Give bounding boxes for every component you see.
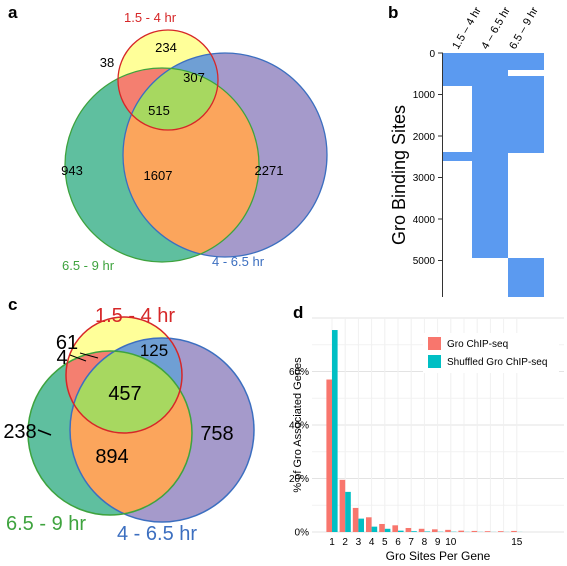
- bar-gro: [392, 525, 398, 532]
- venn-c-count-early-mid: 125: [140, 341, 168, 360]
- bar-x-ticks: 1 2 3 4 5 6 7 8 9 10 15: [329, 537, 523, 548]
- heatmap-block: [508, 86, 544, 153]
- venn-c-count-early-late: 4: [56, 347, 67, 369]
- x-tick-label: 1: [329, 537, 335, 548]
- x-tick-label: 7: [408, 537, 414, 548]
- bar-shuffled: [398, 530, 404, 532]
- y-tick-label: 40%: [289, 421, 309, 432]
- bar-gro: [326, 379, 332, 532]
- venn-a-count-mid-only: 2271: [255, 163, 284, 178]
- venn-a-count-early-late: 38: [100, 55, 114, 70]
- panel-b-letter: b: [388, 3, 398, 22]
- panel-d: d 0% 20% 40% 60% 1 2 3 4 5 6 7 8 9 10 15 % of Gro Ass…: [289, 303, 564, 563]
- venn-a-count-early-only: 234: [155, 40, 177, 55]
- heatmap-gap: [508, 70, 544, 76]
- venn-a-early-label: 1.5 - 4 hr: [124, 10, 177, 25]
- bar-gro: [458, 530, 464, 532]
- y-tick-label: 0%: [295, 528, 310, 539]
- venn-a-count-late-only: 943: [61, 163, 83, 178]
- heatmap-y-tick-3000: 3000: [413, 173, 436, 184]
- bar-shuffled: [384, 528, 391, 532]
- panel-d-letter: d: [293, 303, 303, 322]
- bar-x-axis-label: Gro Sites Per Gene: [386, 549, 491, 563]
- venn-c-count-early-only: 61: [56, 332, 78, 354]
- venn-c-count-late-mid: 894: [95, 446, 128, 468]
- bar-gro: [366, 517, 372, 532]
- bar-legend: Gro ChIP-seq Shuffled Gro ChIP-seq: [423, 333, 559, 373]
- heatmap-y-tick-0: 0: [429, 49, 435, 60]
- venn-c-count-late-only: 238: [3, 421, 36, 443]
- y-tick-label: 60%: [289, 367, 309, 378]
- legend-swatch-gro: [428, 337, 441, 350]
- heatmap-block: [472, 86, 508, 258]
- venn-c-center-region: [70, 351, 182, 433]
- venn-c-count-mid-only: 758: [200, 423, 233, 445]
- bar-series: [326, 330, 523, 532]
- venn-c-late-label: 6.5 - 9 hr: [6, 513, 86, 535]
- venn-a-count-early-mid: 307: [183, 70, 205, 85]
- venn-c-61-leader: [79, 352, 99, 359]
- venn-a-count-all: 515: [148, 103, 170, 118]
- venn-c-count-all: 457: [108, 383, 141, 405]
- venn-a-late-mid-region: [123, 68, 259, 257]
- heatmap-block: [443, 53, 544, 86]
- heatmap-block: [443, 152, 473, 161]
- bar-shuffled: [411, 531, 417, 532]
- bar-y-ticks: 0% 20% 40% 60%: [289, 367, 309, 539]
- venn-c-4-leader: [69, 354, 87, 362]
- venn-c-early-label: 1.5 - 4 hr: [95, 305, 175, 327]
- heatmap-y-ticks: [438, 52, 443, 261]
- x-tick-label: 8: [422, 537, 428, 548]
- bar-gro: [498, 531, 504, 532]
- bar-shuffled: [332, 330, 338, 532]
- heatmap-y-tick-5000: 5000: [413, 256, 436, 267]
- bar-y-axis-label: % of Gro Associated Genes: [292, 357, 304, 493]
- bar-gro: [418, 528, 425, 532]
- bar-gro: [339, 479, 346, 532]
- venn-c-mid-label: 4 - 6.5 hr: [117, 523, 197, 545]
- venn-a-mid-label: 4 - 6.5 hr: [212, 254, 265, 269]
- legend-swatch-shuffled: [428, 355, 441, 368]
- panel-a: a 1.5 - 4 hr 6.5 - 9 hr 4 - 6.5 hr 234 3…: [8, 3, 328, 273]
- x-tick-label: 3: [356, 537, 362, 548]
- bar-gro: [379, 523, 385, 532]
- x-tick-label: 4: [369, 537, 375, 548]
- heatmap-y-tick-2000: 2000: [413, 132, 436, 143]
- bar-gro: [511, 530, 517, 532]
- panel-b: b 1.5 – 4 hr 4 – 6.5 hr 6.5 – 9 hr 0 100…: [388, 3, 544, 297]
- legend-label-shuffled: Shuffled Gro ChIP-seq: [447, 357, 547, 368]
- legend-label-gro: Gro ChIP-seq: [447, 339, 508, 350]
- venn-a-count-late-mid: 1607: [144, 168, 173, 183]
- bar-gro: [405, 527, 412, 532]
- bar-shuffled: [371, 526, 378, 532]
- x-tick-label: 9: [435, 537, 441, 548]
- bar-shuffled: [358, 518, 364, 532]
- bar-shuffled: [424, 531, 430, 532]
- x-tick-label: 6: [395, 537, 401, 548]
- bar-gro: [484, 531, 491, 532]
- bar-shuffled: [345, 491, 351, 532]
- venn-c-238-leader: [37, 429, 52, 436]
- x-tick-label: 2: [342, 537, 348, 548]
- heatmap-y-axis-label: Gro Binding Sites: [389, 105, 409, 245]
- bar-gro: [445, 529, 451, 532]
- bar-gro: [471, 530, 478, 532]
- venn-a-late-label: 6.5 - 9 hr: [62, 258, 115, 273]
- heatmap-y-tick-1000: 1000: [413, 90, 436, 101]
- x-tick-label: 5: [382, 537, 388, 548]
- panel-c: c 1.5 - 4 hr 6.5 - 9 hr 4 - 6.5 hr 61 4 …: [3, 295, 255, 545]
- x-tick-label: 15: [511, 537, 523, 548]
- heatmap-block: [508, 258, 544, 297]
- bar-gro: [352, 507, 359, 532]
- bar-gro: [432, 529, 438, 532]
- panel-c-letter: c: [8, 295, 17, 314]
- y-tick-label: 20%: [289, 474, 309, 485]
- panel-a-letter: a: [8, 3, 18, 22]
- x-tick-label: 10: [445, 537, 457, 548]
- heatmap-y-tick-4000: 4000: [413, 215, 436, 226]
